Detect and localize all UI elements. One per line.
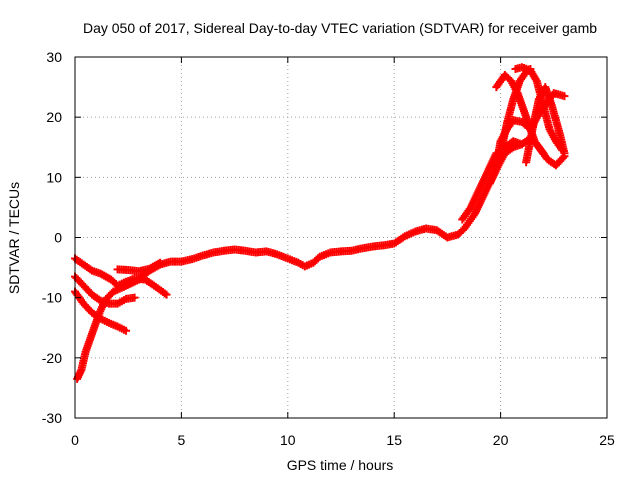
y-tick-label: -30: [42, 410, 62, 426]
series-offset-a: [113, 258, 165, 276]
x-tick-label: 0: [71, 432, 79, 448]
series-peak-e: [511, 63, 567, 155]
y-tick-label: 20: [46, 109, 62, 125]
series-descent-a: [71, 254, 171, 299]
y-tick-label: 0: [54, 230, 62, 246]
x-tick-label: 10: [280, 432, 296, 448]
x-tick-label: 20: [493, 432, 509, 448]
data-point: [559, 153, 568, 162]
chart-title: Day 050 of 2017, Sidereal Day-to-day VTE…: [83, 20, 597, 36]
y-tick-label: 10: [46, 169, 62, 185]
series-rise-b: [458, 149, 501, 224]
series-peak-d: [485, 140, 526, 188]
data-point: [162, 290, 171, 299]
data-point: [558, 146, 567, 155]
data-point: [122, 326, 131, 335]
x-axis-label: GPS time / hours: [287, 457, 394, 473]
y-tick-label: 30: [46, 49, 62, 65]
x-tick-label: 5: [178, 432, 186, 448]
data-point: [560, 92, 569, 101]
series-descent-b: [71, 272, 139, 308]
data-layer: [71, 63, 569, 383]
y-tick-label: -10: [42, 290, 62, 306]
y-tick-label: -20: [42, 350, 62, 366]
y-axis-label: SDTVAR / TECUs: [6, 182, 22, 294]
data-point: [539, 149, 548, 158]
data-point: [517, 140, 526, 149]
x-tick-label: 15: [386, 432, 402, 448]
data-point: [156, 258, 165, 267]
axes: 0 5 10 15 20 25 -30 -20 -10 0 10 20 30: [42, 49, 615, 448]
x-tick-label: 25: [599, 432, 615, 448]
series-descent-c: [71, 287, 131, 335]
series-peak-f: [492, 71, 548, 158]
gridlines: [75, 57, 607, 418]
data-point: [492, 149, 501, 158]
data-point: [130, 293, 139, 302]
